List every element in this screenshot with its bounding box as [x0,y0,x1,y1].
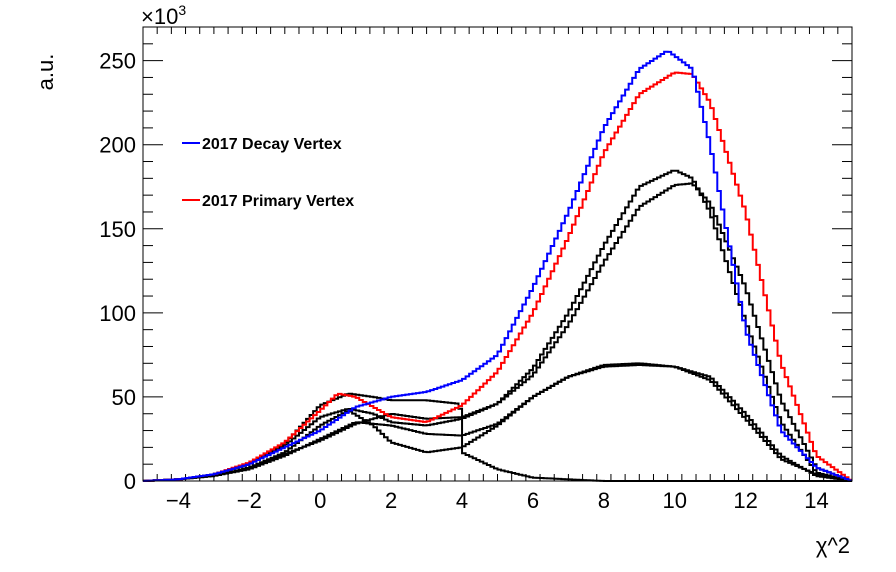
legend-label-primary-vertex: 2017 Primary Vertex [202,193,354,210]
axis-ticks [142,26,853,482]
x-axis-label: χ^2 [816,533,850,558]
y-tick-label: 100 [99,301,136,326]
series-black-4 [143,364,852,482]
x-tick-label: 2 [385,488,397,513]
x-tick-label: 10 [663,488,687,513]
x-tick-label: −2 [237,488,262,513]
y-tick-label: 0 [124,469,136,494]
y-tick-label: 50 [112,385,136,410]
y-tick-label: 200 [99,133,136,158]
x-tick-label: 14 [804,488,828,513]
y-scale-factor: ×103 [141,2,186,29]
y-axis-label: a.u. [33,54,58,91]
x-tick-label: 12 [733,488,757,513]
x-tick-label: 8 [598,488,610,513]
y-scale-base: ×10 [141,4,178,29]
plot-frame [142,26,853,482]
x-tick-label: 4 [456,488,468,513]
y-tick-label: 250 [99,49,136,74]
y-scale-exponent: 3 [178,2,186,18]
legend: 2017 Decay Vertex 2017 Primary Vertex [182,136,354,210]
y-tick-label: 150 [99,217,136,242]
series-2017-decay-vertex [143,50,852,482]
tick-labels: −4 −2 0 2 4 6 8 10 12 14 0 50 100 150 200 250 [99,49,829,513]
x-tick-label: −4 [166,488,191,513]
x-tick-label: 6 [527,488,539,513]
x-tick-label: 0 [314,488,326,513]
series-2017-primary-vertex [143,71,852,482]
series-black-5 [143,362,852,482]
legend-label-decay-vertex: 2017 Decay Vertex [202,136,342,153]
